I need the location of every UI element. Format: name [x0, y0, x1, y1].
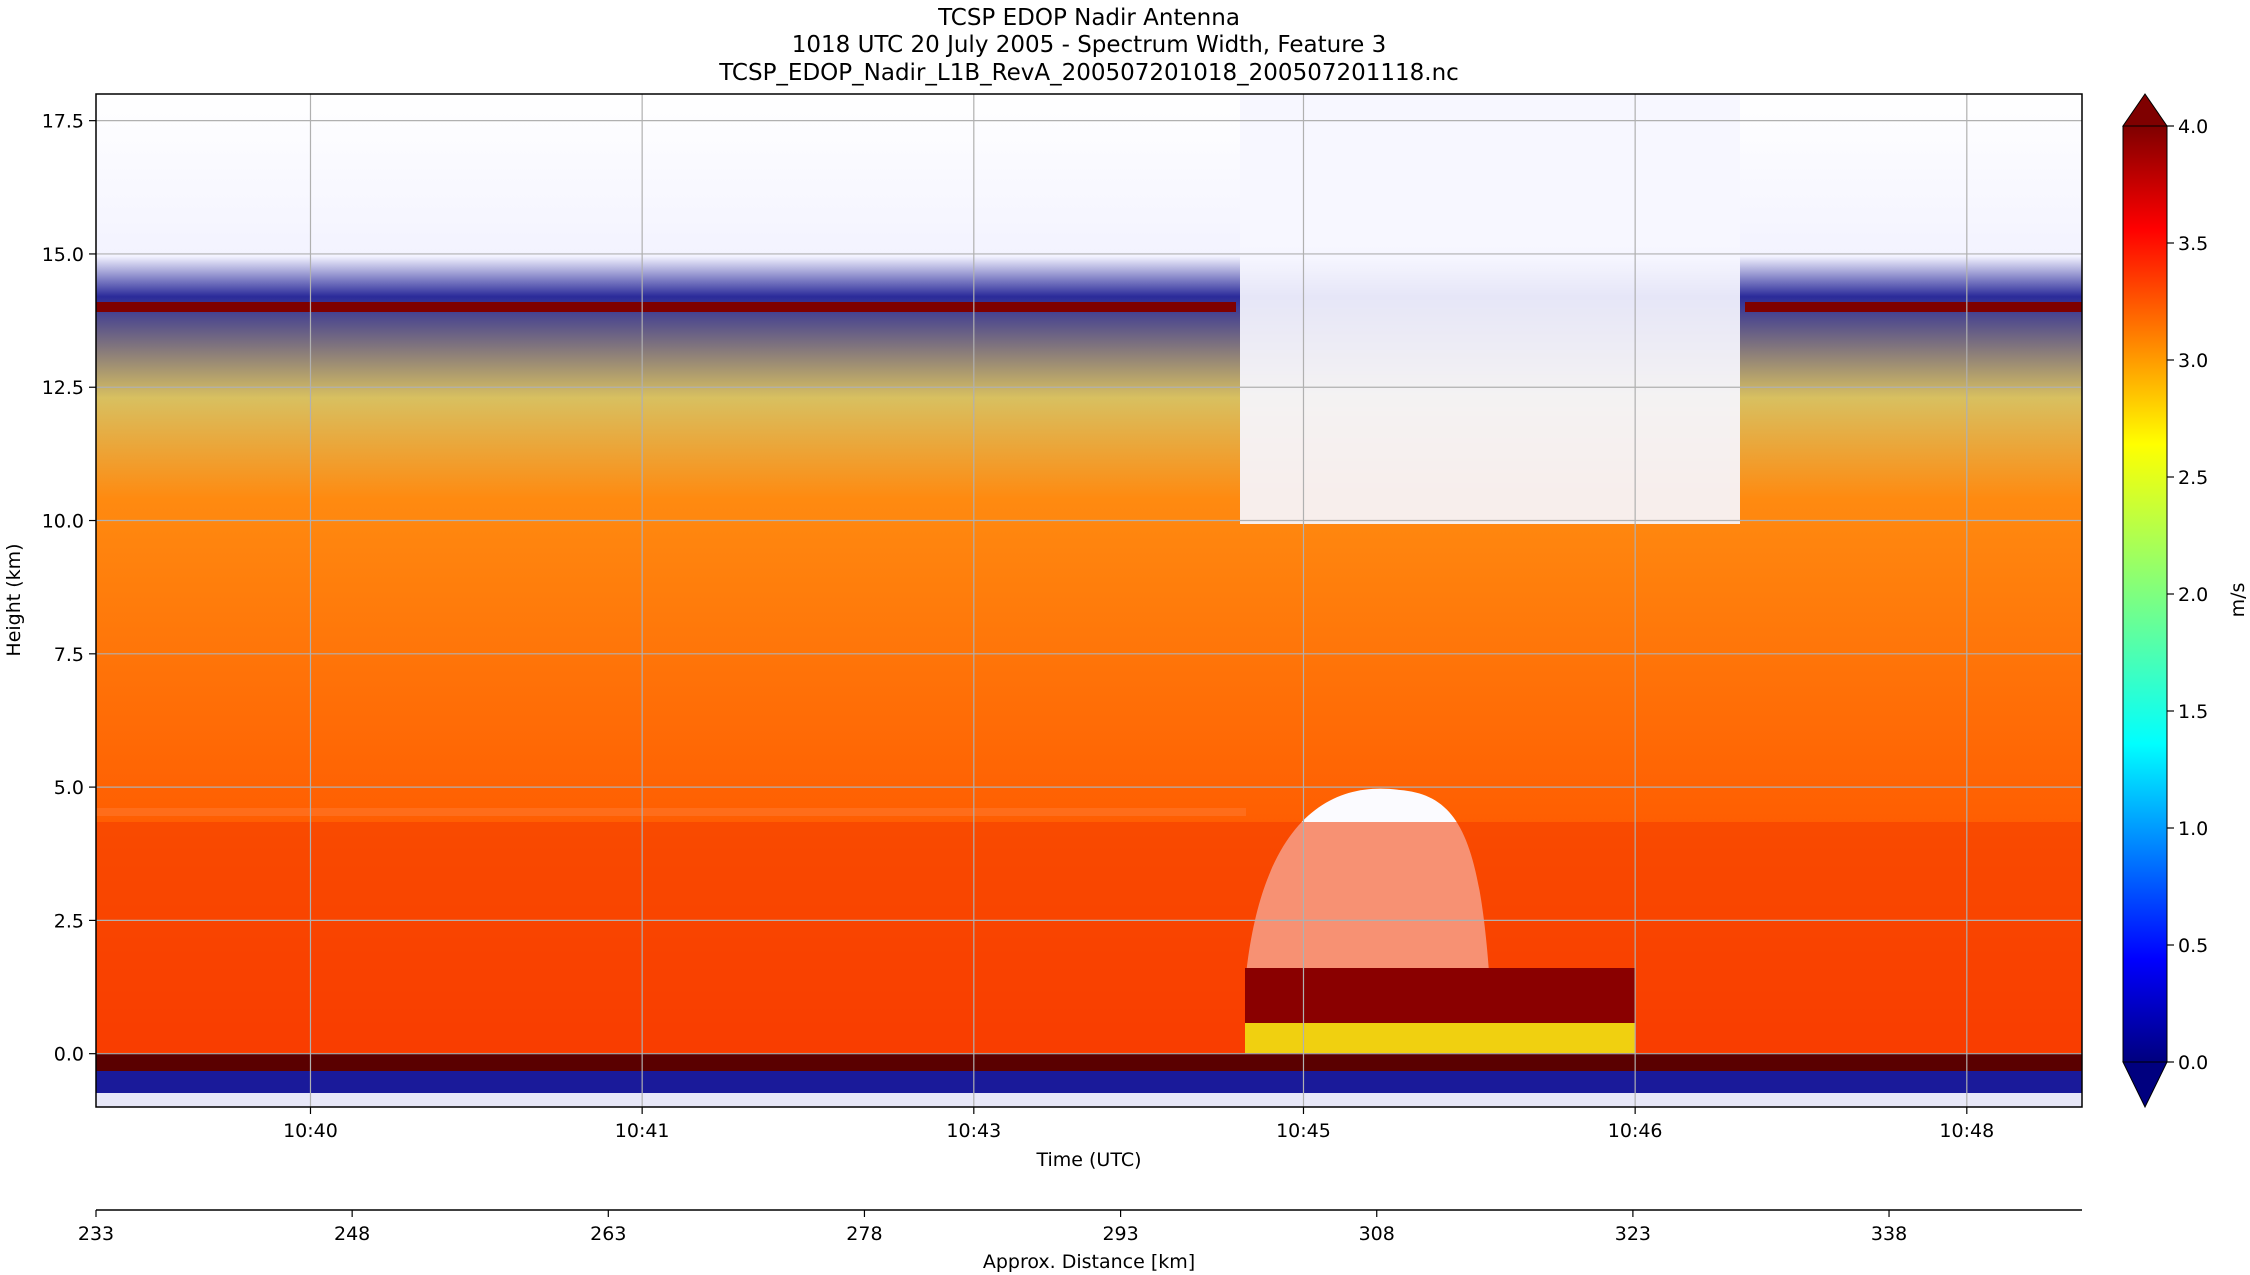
distance-tick-label: 263	[590, 1223, 626, 1245]
distance-tick-label: 233	[78, 1223, 114, 1245]
sub-surface-noise	[96, 1093, 2082, 1107]
colorbar-label: m/s	[2227, 583, 2249, 618]
clear-gap-upper	[1240, 94, 1740, 524]
y-tick-label: 2.5	[54, 910, 84, 932]
title-line-1: TCSP EDOP Nadir Antenna	[937, 5, 1240, 31]
x-tick-label: 10:40	[283, 1120, 338, 1142]
x-axis-label: Time (UTC)	[1035, 1149, 1141, 1171]
y-tick-label: 15.0	[42, 244, 84, 266]
colorbar-tick-label: 0.5	[2178, 935, 2208, 957]
distance-tick-label: 308	[1359, 1223, 1395, 1245]
aircraft-band-left	[96, 302, 1236, 312]
colorbar-tick-label: 1.0	[2178, 818, 2208, 840]
distance-axis-ticks: 233 248 263 278 293 308 323 338	[78, 1210, 1907, 1245]
colorbar-ticks: 0.0 0.5 1.0 1.5 2.0 2.5 3.0 3.5 4.0	[2167, 116, 2208, 1074]
y-tick-label: 10.0	[42, 511, 84, 533]
x-axis-ticks: 10:40 10:41 10:43 10:45 10:46 10:48	[283, 1107, 1994, 1142]
echo-core-1	[1245, 968, 1635, 1023]
colorbar-tick-label: 0.0	[2178, 1052, 2208, 1074]
distance-tick-label: 323	[1615, 1223, 1651, 1245]
colorbar: 0.0 0.5 1.0 1.5 2.0 2.5 3.0 3.5 4.0 m/s	[2122, 93, 2249, 1109]
y-tick-label: 7.5	[54, 644, 84, 666]
distance-tick-label: 338	[1871, 1223, 1907, 1245]
y-axis-label: Height (km)	[3, 543, 25, 656]
colorbar-tick-label: 2.5	[2178, 467, 2208, 489]
colorbar-tick-label: 2.0	[2178, 584, 2208, 606]
colorbar-tick-label: 1.5	[2178, 701, 2208, 723]
x-tick-label: 10:43	[946, 1120, 1001, 1142]
distance-tick-label: 248	[334, 1223, 370, 1245]
distance-tick-label: 278	[846, 1223, 882, 1245]
title-line-3: TCSP_EDOP_Nadir_L1B_RevA_200507201018_20…	[718, 60, 1459, 86]
y-tick-label: 0.0	[54, 1044, 84, 1066]
heatmap-field	[96, 94, 2082, 1107]
y-axis-ticks: 0.0 2.5 5.0 7.5 10.0 12.5 15.0 17.5	[42, 111, 96, 1066]
colorbar-tick-label: 3.0	[2178, 350, 2208, 372]
chart-title: TCSP EDOP Nadir Antenna 1018 UTC 20 July…	[718, 5, 1459, 86]
melting-layer	[96, 808, 1246, 816]
colorbar-extend-min	[2122, 1061, 2168, 1109]
aircraft-band-right	[1745, 302, 2082, 312]
x-tick-label: 10:48	[1939, 1120, 1994, 1142]
plot-frame	[95, 93, 2083, 1108]
y-tick-label: 12.5	[42, 377, 84, 399]
y-tick-label: 17.5	[42, 111, 84, 133]
y-tick-label: 5.0	[54, 777, 84, 799]
colorbar-extend-max	[2122, 93, 2168, 127]
title-line-2: 1018 UTC 20 July 2005 - Spectrum Width, …	[792, 32, 1387, 58]
x-tick-label: 10:41	[615, 1120, 670, 1142]
colorbar-tick-label: 3.5	[2178, 233, 2208, 255]
lower-red-layer	[96, 822, 2082, 1052]
surface-echo	[96, 1053, 2082, 1071]
x-tick-label: 10:45	[1276, 1120, 1331, 1142]
colorbar-tick-label: 4.0	[2178, 116, 2208, 138]
distance-tick-label: 293	[1102, 1223, 1138, 1245]
sub-surface-band	[96, 1071, 2082, 1093]
grid-lines	[96, 94, 2082, 1107]
x-tick-label: 10:46	[1608, 1120, 1663, 1142]
colorbar-body	[2122, 125, 2168, 1063]
distance-axis-label: Approx. Distance [km]	[983, 1251, 1195, 1273]
